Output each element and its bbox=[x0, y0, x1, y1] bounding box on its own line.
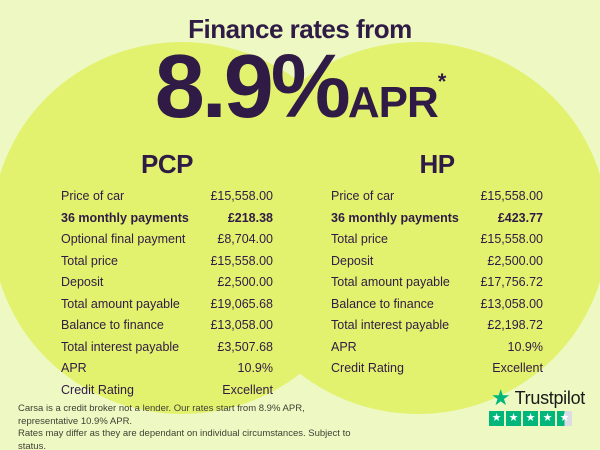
row-value: 10.9% bbox=[507, 339, 543, 354]
table-row: Price of car £15,558.00 bbox=[61, 186, 273, 208]
row-label: Price of car bbox=[331, 189, 395, 203]
row-label: 36 monthly payments bbox=[61, 210, 189, 225]
row-value: £15,558.00 bbox=[480, 232, 543, 246]
table-row: Total interest payable £2,198.72 bbox=[331, 315, 543, 337]
table-row: Credit Rating Excellent bbox=[61, 380, 273, 402]
pcp-column: PCP Price of car £15,558.00 36 monthly pay… bbox=[61, 150, 273, 401]
row-label: Total interest payable bbox=[61, 339, 180, 354]
table-row: Balance to finance £13,058.00 bbox=[331, 294, 543, 316]
trustpilot-star-icon: ★ bbox=[557, 411, 572, 426]
row-label: Deposit bbox=[331, 253, 374, 268]
row-value: £3,507.68 bbox=[217, 339, 273, 354]
apr-label: APR bbox=[347, 78, 439, 127]
trustpilot-brand-text: Trustpilot bbox=[514, 387, 586, 408]
row-label: Total amount payable bbox=[61, 296, 180, 311]
table-row: Total interest payable £3,507.68 bbox=[61, 337, 273, 359]
row-label: Total price bbox=[61, 253, 118, 268]
row-value: £2,198.72 bbox=[487, 318, 543, 332]
table-row: Optional final payment £8,704.00 bbox=[61, 229, 273, 251]
row-value: £423.77 bbox=[497, 210, 543, 225]
row-value: £19,065.68 bbox=[210, 296, 273, 311]
table-row: Total price £15,558.00 bbox=[61, 251, 273, 273]
rate-suffix: APR* bbox=[347, 69, 446, 127]
row-value: 10.9% bbox=[237, 361, 273, 375]
banner-title: Finance rates from bbox=[188, 14, 412, 44]
trustpilot-logo: ★ Trustpilot bbox=[491, 387, 585, 409]
row-label: Optional final payment bbox=[61, 232, 186, 246]
row-value: £15,558.00 bbox=[210, 189, 273, 203]
trustpilot-star-logo-icon: ★ bbox=[490, 385, 511, 410]
row-label: Balance to finance bbox=[61, 318, 164, 332]
table-row: Total price £15,558.00 bbox=[331, 229, 543, 251]
table-row: 36 monthly payments £423.77 bbox=[331, 208, 543, 230]
table-row: APR 10.9% bbox=[331, 337, 543, 359]
column-title: HP bbox=[419, 149, 455, 179]
disclaimer-text: Carsa is a credit broker not a lender. O… bbox=[18, 403, 353, 450]
row-label: Total interest payable bbox=[331, 318, 450, 332]
right-circle-shape bbox=[228, 42, 600, 414]
row-value: £2,500.00 bbox=[217, 275, 273, 289]
table-row: APR 10.9% bbox=[61, 358, 273, 380]
row-value: Excellent bbox=[222, 382, 273, 397]
row-value: £218.38 bbox=[227, 210, 273, 225]
table-row: 36 monthly payments £218.38 bbox=[61, 208, 273, 230]
table-row: Total amount payable £19,065.68 bbox=[61, 294, 273, 316]
row-label: Credit Rating bbox=[61, 382, 134, 397]
headline-rate: 8.9%APR* bbox=[0, 36, 600, 159]
asterisk: * bbox=[437, 69, 447, 94]
row-label: APR bbox=[61, 361, 87, 375]
trustpilot-star-icon: ★ bbox=[540, 411, 555, 426]
trustpilot-star-icon: ★ bbox=[489, 411, 504, 426]
row-label: Price of car bbox=[61, 189, 125, 203]
table-row: Deposit £2,500.00 bbox=[61, 272, 273, 294]
column-rows: Price of car £15,558.00 36 monthly payment… bbox=[331, 186, 543, 380]
row-label: Total price bbox=[331, 232, 388, 246]
row-value: £13,058.00 bbox=[210, 318, 273, 332]
row-value: £8,704.00 bbox=[217, 232, 273, 246]
row-value: £15,558.00 bbox=[480, 189, 543, 203]
row-label: Credit Rating bbox=[331, 361, 404, 375]
row-label: Balance to finance bbox=[331, 296, 434, 311]
row-value: £13,058.00 bbox=[480, 296, 543, 311]
column-rows: Price of car £15,558.00 36 monthly payment… bbox=[61, 186, 273, 401]
row-value: Excellent bbox=[492, 361, 543, 375]
disclaimer-line: Carsa is a credit broker not a lender. O… bbox=[18, 403, 305, 427]
table-row: Total amount payable £17,756.72 bbox=[331, 272, 543, 294]
hp-column: HP Price of car £15,558.00 36 monthly paym… bbox=[331, 150, 543, 380]
row-label: Deposit bbox=[61, 275, 104, 289]
row-label: Total amount payable bbox=[331, 275, 450, 289]
disclaimer-line: Rates may differ as they are dependant o… bbox=[18, 428, 351, 450]
table-row: Deposit £2,500.00 bbox=[331, 251, 543, 273]
row-value: £2,500.00 bbox=[487, 253, 543, 268]
trustpilot-star-icon: ★ bbox=[506, 411, 521, 426]
table-row: Credit Rating Excellent bbox=[331, 358, 543, 380]
table-row: Price of car £15,558.00 bbox=[331, 186, 543, 208]
rate-value: 8.9% bbox=[154, 37, 351, 137]
trustpilot-star-icon: ★ bbox=[523, 411, 538, 426]
row-label: 36 monthly payments bbox=[331, 210, 459, 225]
trustpilot-stars: ★ ★ ★ ★ ★ bbox=[489, 411, 572, 426]
column-title: PCP bbox=[141, 149, 193, 179]
row-label: APR bbox=[331, 339, 357, 354]
row-value: £17,756.72 bbox=[480, 275, 543, 289]
row-value: £15,558.00 bbox=[210, 253, 273, 268]
table-row: Balance to finance £13,058.00 bbox=[61, 315, 273, 337]
